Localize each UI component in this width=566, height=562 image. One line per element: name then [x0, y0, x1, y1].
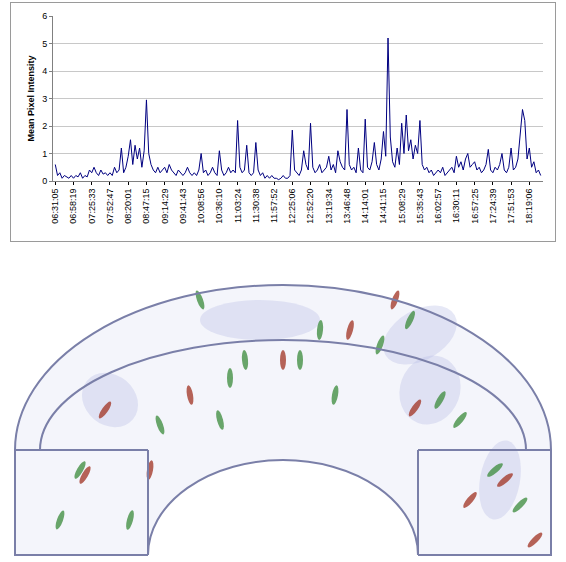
- svg-text:12:25:06: 12:25:06: [287, 189, 297, 224]
- svg-text:08:47:15: 08:47:15: [141, 189, 151, 224]
- svg-text:13:46:48: 13:46:48: [342, 189, 352, 224]
- svg-text:17:24:39: 17:24:39: [488, 189, 498, 224]
- svg-text:06:58:19: 06:58:19: [68, 189, 78, 224]
- svg-text:3: 3: [42, 94, 47, 104]
- svg-text:5: 5: [42, 39, 47, 49]
- svg-text:12:52:20: 12:52:20: [305, 189, 315, 224]
- svg-text:08:20:01: 08:20:01: [123, 189, 133, 224]
- svg-text:16:02:57: 16:02:57: [433, 189, 443, 224]
- svg-text:17:51:53: 17:51:53: [506, 189, 516, 224]
- svg-text:Mean Pixel Intensity: Mean Pixel Intensity: [26, 55, 36, 141]
- svg-text:4: 4: [42, 66, 47, 76]
- svg-text:07:52:47: 07:52:47: [105, 189, 115, 224]
- svg-text:06:31:05: 06:31:05: [50, 189, 60, 224]
- svg-text:14:41:15: 14:41:15: [378, 189, 388, 224]
- svg-text:1: 1: [42, 149, 47, 159]
- svg-text:11:03:24: 11:03:24: [233, 189, 243, 223]
- svg-text:18:19:06: 18:19:06: [524, 189, 534, 224]
- svg-text:09:14:29: 09:14:29: [160, 189, 170, 224]
- svg-text:15:35:43: 15:35:43: [415, 189, 425, 224]
- svg-text:15:08:29: 15:08:29: [397, 189, 407, 224]
- svg-text:09:41:43: 09:41:43: [178, 189, 188, 224]
- svg-text:13:19:34: 13:19:34: [324, 189, 334, 224]
- svg-text:11:30:38: 11:30:38: [251, 189, 261, 223]
- svg-text:2: 2: [42, 121, 47, 131]
- svg-text:16:57:25: 16:57:25: [470, 189, 480, 224]
- svg-text:10:08:56: 10:08:56: [196, 189, 206, 224]
- svg-text:0: 0: [42, 176, 47, 186]
- svg-text:11:57:52: 11:57:52: [269, 189, 279, 223]
- svg-text:10:36:10: 10:36:10: [214, 189, 224, 224]
- svg-text:14:14:01: 14:14:01: [360, 189, 370, 224]
- svg-text:6: 6: [42, 11, 47, 21]
- svg-text:16:30:11: 16:30:11: [451, 189, 461, 223]
- svg-text:07:25:33: 07:25:33: [87, 189, 97, 224]
